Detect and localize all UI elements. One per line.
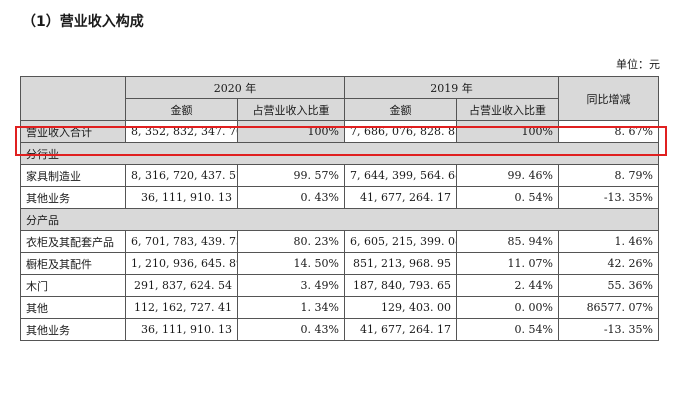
row-ratio-2019: 0. 54%: [456, 186, 559, 209]
row-label: 橱柜及其配件: [20, 252, 126, 275]
table-row: 其他业务 36, 111, 910. 13 0. 43% 41, 677, 26…: [20, 318, 659, 341]
row-amount-2020: 6, 701, 783, 439. 73: [125, 230, 238, 253]
row-ratio-2020: 0. 43%: [237, 318, 345, 341]
row-amount-2020: 36, 111, 910. 13: [125, 186, 238, 209]
row-label: 其他业务: [20, 318, 126, 341]
row-label: 其他: [20, 296, 126, 319]
table-row: 衣柜及其配套产品 6, 701, 783, 439. 73 80. 23% 6,…: [20, 230, 659, 253]
header-row-columns: 金额 占营业收入比重 金额 占营业收入比重: [21, 98, 659, 121]
header-label-cell: [20, 76, 126, 121]
row-amount-2020: 112, 162, 727. 41: [125, 296, 238, 319]
row-yoy: 1. 46%: [558, 230, 659, 253]
total-amount-2020: 8, 352, 832, 347. 70: [125, 120, 238, 143]
row-amount-2019: 851, 213, 968. 95: [344, 252, 457, 275]
group-title: 分产品: [20, 208, 659, 231]
total-ratio-2019: 100%: [456, 120, 559, 143]
total-ratio-2020: 100%: [237, 120, 345, 143]
table-row: 其他 112, 162, 727. 41 1. 34% 129, 403. 00…: [20, 296, 659, 319]
row-ratio-2019: 0. 00%: [456, 296, 559, 319]
row-ratio-2020: 1. 34%: [237, 296, 345, 319]
table-row: 其他业务 36, 111, 910. 13 0. 43% 41, 677, 26…: [20, 186, 659, 209]
table-row: 木门 291, 837, 624. 54 3. 49% 187, 840, 79…: [20, 274, 659, 297]
table-row: 橱柜及其配件 1, 210, 936, 645. 89 14. 50% 851,…: [20, 252, 659, 275]
row-ratio-2019: 99. 46%: [456, 164, 559, 187]
total-label: 营业收入合计: [20, 120, 126, 143]
row-amount-2020: 291, 837, 624. 54: [125, 274, 238, 297]
revenue-table: 2020 年 2019 年 同比增减 金额 占营业收入比重 金额 占营业收入比重…: [20, 76, 659, 341]
row-amount-2019: 6, 605, 215, 399. 08: [344, 230, 457, 253]
row-amount-2020: 1, 210, 936, 645. 89: [125, 252, 238, 275]
row-amount-2019: 41, 677, 264. 17: [344, 318, 457, 341]
total-amount-2019: 7, 686, 076, 828. 85: [344, 120, 457, 143]
row-yoy: 55. 36%: [558, 274, 659, 297]
row-amount-2019: 129, 403. 00: [344, 296, 457, 319]
row-amount-2019: 41, 677, 264. 17: [344, 186, 457, 209]
header-amount-2020: 金额: [125, 98, 238, 121]
row-yoy: 42. 26%: [558, 252, 659, 275]
header-year-2020: 2020 年: [125, 76, 345, 99]
group-header-product: 分产品: [20, 208, 659, 231]
row-amount-2020: 36, 111, 910. 13: [125, 318, 238, 341]
row-amount-2019: 187, 840, 793. 65: [344, 274, 457, 297]
group-header-industry: 分行业: [20, 142, 659, 165]
header-yoy: 同比增减: [558, 76, 659, 121]
row-yoy: -13. 35%: [558, 318, 659, 341]
row-label: 家具制造业: [20, 164, 126, 187]
group-title: 分行业: [20, 142, 659, 165]
row-ratio-2020: 0. 43%: [237, 186, 345, 209]
total-yoy: 8. 67%: [558, 120, 659, 143]
row-label: 其他业务: [20, 186, 126, 209]
row-yoy: -13. 35%: [558, 186, 659, 209]
row-ratio-2020: 14. 50%: [237, 252, 345, 275]
row-ratio-2019: 85. 94%: [456, 230, 559, 253]
row-ratio-2019: 0. 54%: [456, 318, 559, 341]
row-ratio-2020: 3. 49%: [237, 274, 345, 297]
row-label: 木门: [20, 274, 126, 297]
header-ratio-2020: 占营业收入比重: [237, 98, 345, 121]
row-ratio-2020: 80. 23%: [237, 230, 345, 253]
row-ratio-2020: 99. 57%: [237, 164, 345, 187]
total-row: 营业收入合计 8, 352, 832, 347. 70 100% 7, 686,…: [20, 120, 659, 143]
row-yoy: 8. 79%: [558, 164, 659, 187]
unit-label: 单位：元: [616, 58, 660, 71]
header-ratio-2019: 占营业收入比重: [456, 98, 559, 121]
row-yoy: 86577. 07%: [558, 296, 659, 319]
row-ratio-2019: 11. 07%: [456, 252, 559, 275]
row-amount-2020: 8, 316, 720, 437. 57: [125, 164, 238, 187]
header-year-2019: 2019 年: [344, 76, 559, 99]
header-amount-2019: 金额: [344, 98, 457, 121]
table-row: 家具制造业 8, 316, 720, 437. 57 99. 57% 7, 64…: [20, 164, 659, 187]
row-amount-2019: 7, 644, 399, 564. 68: [344, 164, 457, 187]
row-ratio-2019: 2. 44%: [456, 274, 559, 297]
section-heading: （1）营业收入构成: [22, 14, 144, 30]
header-row-years: 2020 年 2019 年 同比增减: [20, 76, 659, 121]
row-label: 衣柜及其配套产品: [20, 230, 126, 253]
